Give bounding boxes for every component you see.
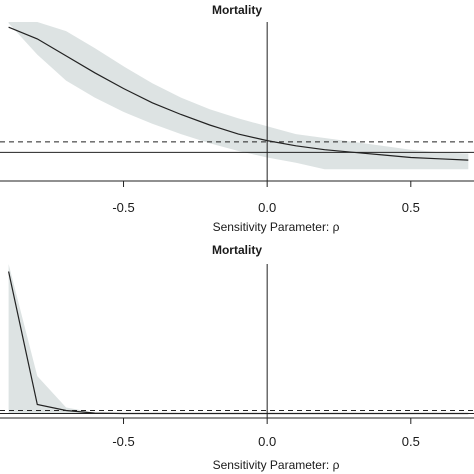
x-axis-label: Sensitivity Parameter: ρ (213, 220, 340, 234)
x-axis-label: Sensitivity Parameter: ρ (213, 458, 340, 472)
x-tick-label: 0.0 (258, 434, 276, 449)
series-line (8, 26, 469, 161)
chart-panel-top: Mortality -0.5 0.0 0.5 Sensitivity Paramete… (0, 3, 474, 234)
x-tick-label: -0.5 (112, 434, 134, 449)
chart-title: Mortality (211, 3, 262, 17)
x-tick-label: 0.5 (402, 434, 420, 449)
chart-bottom: -0.5 0.0 0.5 Sensitivity Parameter: ρ (0, 264, 474, 472)
chart-top: -0.5 0.0 0.5 Sensitivity Parameter: ρ (0, 22, 474, 234)
chart-title: Mortality (211, 243, 262, 257)
x-tick-label: 0.0 (258, 200, 276, 215)
confidence-band (8, 22, 469, 170)
x-tick-label: 0.5 (402, 200, 420, 215)
confidence-band (8, 264, 469, 414)
series-line (8, 271, 469, 415)
x-tick-label: -0.5 (112, 200, 134, 215)
chart-panel-bottom: Mortality -0.5 0.0 0.5 Sensitivity Paramete… (0, 237, 474, 474)
